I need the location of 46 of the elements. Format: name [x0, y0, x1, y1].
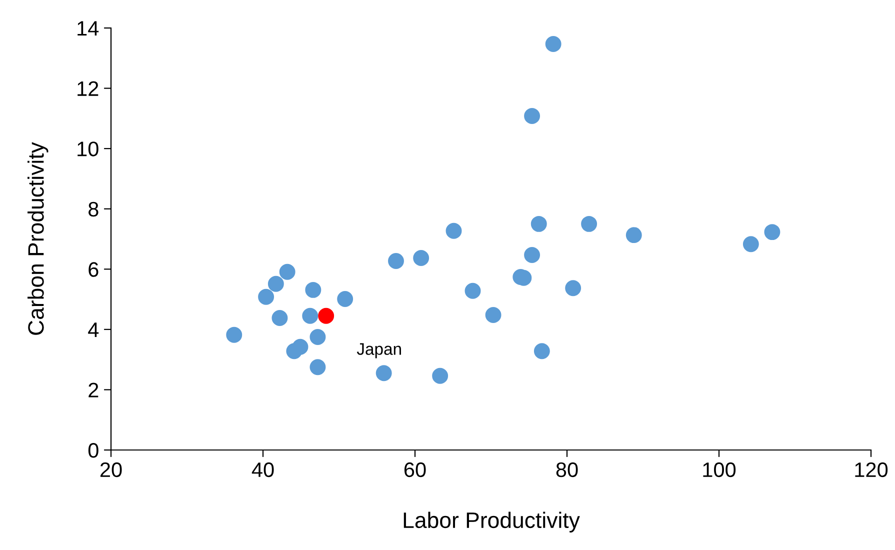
x-tick-label: 80 — [556, 462, 578, 478]
point — [432, 368, 448, 384]
y-tick-label: 6 — [88, 262, 98, 277]
x-tick-label: 20 — [100, 462, 122, 478]
point — [565, 280, 582, 296]
point — [272, 310, 288, 326]
point — [305, 282, 322, 298]
point — [545, 36, 562, 52]
x-tick-label: 40 — [252, 462, 274, 478]
point — [310, 359, 326, 376]
y-tick-label: 10 — [78, 142, 98, 156]
point — [258, 288, 274, 305]
x-tick-label: 60 — [404, 462, 426, 478]
point — [534, 343, 550, 360]
point — [388, 253, 404, 269]
point — [524, 108, 540, 124]
point — [292, 338, 308, 355]
y-tick-label: 4 — [88, 322, 99, 337]
point — [485, 306, 502, 323]
x-axis-title: Labor Productivity — [404, 512, 580, 532]
y-tick-label: 8 — [88, 202, 98, 217]
y-tick-label: 14 — [78, 21, 99, 36]
y-axis-title: Carbon Productivity — [28, 142, 48, 335]
point — [337, 291, 354, 307]
point — [413, 250, 430, 266]
point — [742, 236, 759, 252]
point — [226, 326, 242, 343]
point — [764, 224, 780, 240]
y-tick-label: 0 — [88, 443, 98, 458]
point — [464, 282, 481, 299]
point — [376, 365, 392, 382]
point — [279, 264, 296, 280]
point — [310, 328, 326, 345]
point — [446, 222, 462, 239]
point — [302, 308, 318, 324]
point — [530, 216, 547, 232]
point — [268, 276, 284, 292]
point — [626, 227, 642, 244]
x-tick-label: 120 — [855, 462, 888, 478]
point — [524, 247, 540, 263]
y-tick-label: 2 — [88, 382, 98, 398]
y-tick-label: 12 — [78, 81, 98, 96]
point — [581, 216, 598, 232]
annotation: Japan — [356, 343, 401, 358]
x-tick-label: 100 — [703, 462, 736, 478]
point — [318, 308, 334, 324]
